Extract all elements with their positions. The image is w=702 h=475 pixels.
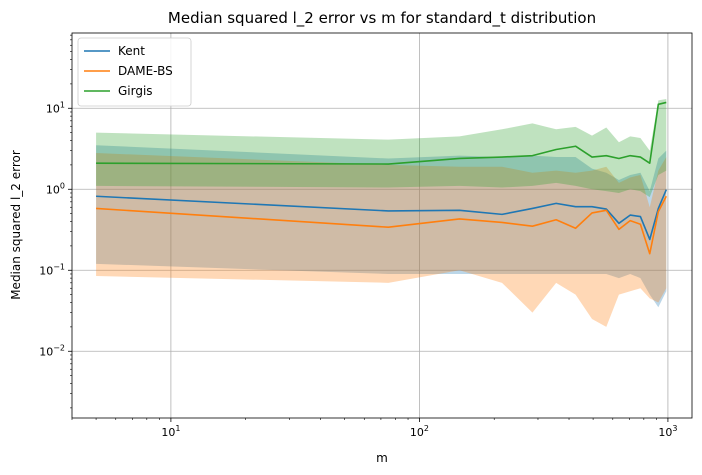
grid [72, 33, 692, 418]
x-axis-label: m [376, 451, 388, 465]
kent-line [96, 189, 668, 241]
axis-ticks: 101 102 103 10−2 10−1 100 101 [39, 34, 677, 439]
y-tick-label: 10−2 [39, 343, 65, 358]
dame-bs-line [96, 195, 668, 255]
legend-label-kent: Kent [118, 44, 145, 58]
plot-area-frame [71, 32, 693, 419]
confidence-bands [96, 99, 667, 327]
legend-label-girgis: Girgis [118, 84, 153, 98]
chart-title: Median squared l_2 error vs m for standa… [168, 9, 596, 28]
dame-bs-band [96, 153, 667, 327]
x-tick-label: 102 [410, 424, 429, 439]
y-tick-label: 101 [46, 100, 65, 115]
girgis-line [96, 101, 667, 165]
legend: Kent DAME-BS Girgis [77, 37, 192, 107]
y-tick-label: 100 [46, 181, 65, 196]
legend-label-dame-bs: DAME-BS [118, 64, 173, 78]
x-tick-label: 103 [658, 424, 677, 439]
y-axis-label: Median squared l_2 error [9, 150, 23, 300]
x-tick-label: 101 [161, 424, 180, 439]
legend-box [77, 37, 192, 107]
girgis-band [96, 99, 667, 198]
y-tick-label: 10−1 [39, 262, 65, 277]
series-lines [96, 101, 668, 255]
